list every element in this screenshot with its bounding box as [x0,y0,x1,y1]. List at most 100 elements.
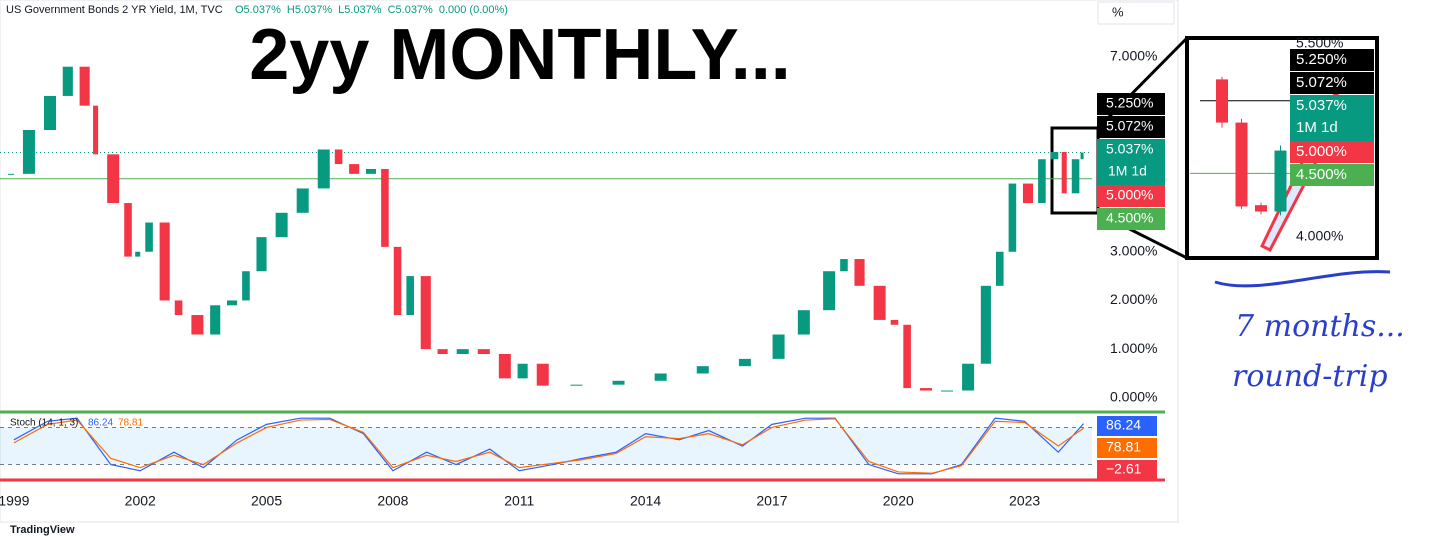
candle [612,380,625,385]
scribble [1214,270,1391,288]
candle [1080,152,1084,160]
zoom-label-note: 1M 1d [1296,119,1338,136]
candle [365,168,377,174]
candle [1008,183,1017,252]
candle [873,285,886,320]
price-label-box [1097,208,1165,230]
x-tick-label: 1999 [0,493,30,509]
y-tick-label: 3.000% [1110,242,1157,258]
candle [890,319,899,325]
candle [1050,151,1059,160]
candle [941,390,954,392]
x-tick-label: 2005 [251,493,282,509]
candle [93,105,99,155]
candle [654,373,667,381]
zoom-candle [1274,150,1287,212]
stoch-label-box [1097,460,1157,480]
candle [995,251,1004,286]
zoom-label: 5.037% [1296,97,1347,114]
price-label-box [1097,93,1165,115]
y-tick-label: 0.000% [1110,389,1157,405]
zoom-top-label: 5.500% [1296,35,1343,51]
stoch-label-box [1097,438,1157,458]
candle [349,164,360,174]
price-label-note: 1M 1d [1108,163,1147,179]
x-tick-label: 2017 [756,493,787,509]
candle [738,358,751,367]
ohlc-value: O5.037% [235,4,281,16]
zoom-label-box [1290,95,1374,141]
annotation: round-trip [1232,359,1388,394]
candle [242,271,250,301]
candle [1061,151,1067,194]
candle [498,354,511,379]
candle [420,276,431,350]
candle [962,363,975,391]
candle [919,388,932,391]
zoom-label: 5.250% [1296,51,1347,68]
candle [477,349,490,355]
price-label: 4.500% [1106,210,1153,226]
zoom-label-box [1290,141,1374,163]
candle [145,222,153,252]
candle [62,66,73,96]
symbol: US Government Bonds 2 YR Yield, 1M, TVC [6,4,223,16]
candle [772,334,785,359]
candle [256,237,267,272]
candle [1038,159,1046,204]
candle [210,305,221,335]
candle [44,95,57,131]
ohlc-value: C5.037% [388,4,433,16]
stoch-line [13,418,1084,474]
candle [456,349,469,355]
stoch-label: 86.24 [1106,417,1141,433]
candle [840,259,848,272]
price-label: 5.000% [1106,187,1153,203]
candle [159,222,170,301]
candle [797,310,810,335]
candle [536,363,549,386]
candle [1022,183,1034,204]
candle [1071,159,1080,194]
x-tick-label: 2011 [504,493,534,509]
stoch-label: −2.61 [1106,461,1142,477]
candle [296,188,309,213]
candle [334,149,343,165]
candle [696,366,709,374]
price-label-box [1097,185,1165,207]
unit-box[interactable] [1097,1,1175,25]
candle [135,251,141,257]
ohlc-value: H5.037% [287,4,332,16]
candle [174,300,183,316]
zoom-label-box [1290,49,1374,71]
price-label: 5.037% [1106,141,1153,157]
candle [570,384,583,386]
zoom-candle [1216,79,1228,123]
stoch-title: Stoch (14, 1, 3) [10,418,78,429]
candle [124,203,132,257]
zoom-label: 5.072% [1296,74,1347,91]
stoch-label: 78.81 [1106,439,1141,455]
candle [275,212,288,238]
zoom-label: 4.500% [1296,166,1347,183]
stoch-d: 78.81 [118,418,143,429]
candle [393,246,402,316]
candle [980,285,991,364]
zoom-candle [1235,122,1248,207]
x-tick-label: 2002 [125,493,156,509]
zoom-label-box [1290,72,1374,94]
zoom-label-box [1290,164,1374,186]
stoch-label-box [1097,416,1157,436]
price-label: 5.072% [1106,118,1153,134]
zoom-label: 5.000% [1296,143,1347,160]
chart-title: 2yy MONTHLY... [249,15,791,95]
zoom-candle [1255,205,1267,212]
candle [317,149,330,189]
candle [79,66,90,106]
candle [903,324,911,389]
zoom-tick-label: 4.000% [1296,228,1343,244]
unit: % [1112,4,1124,19]
y-tick-label: 2.000% [1110,291,1157,307]
y-tick-label: 1.000% [1110,340,1157,356]
ohlc-value: 0.000 (0.00%) [439,4,508,16]
